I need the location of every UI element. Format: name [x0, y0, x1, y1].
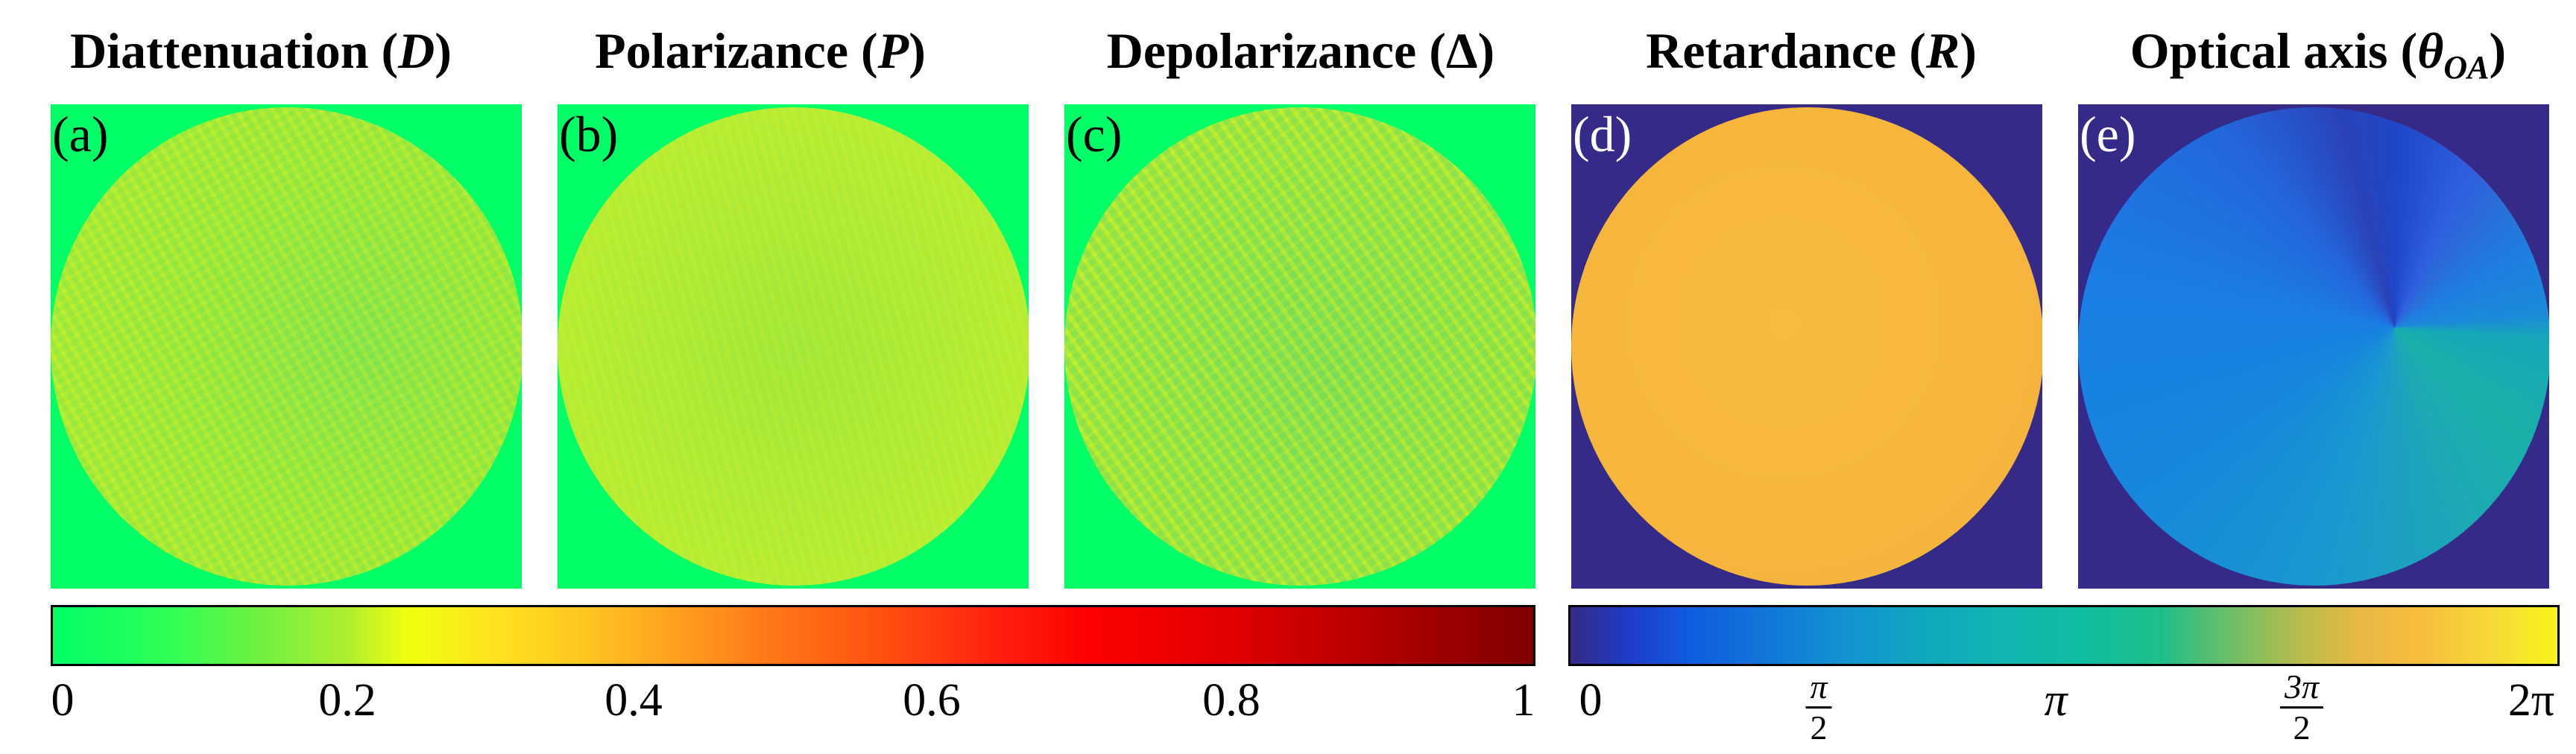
panel-optical-axis: (e) — [2078, 104, 2549, 589]
cbar-right-tick-2pi: 2π — [2507, 675, 2555, 726]
title-depolarizance: Depolarizance (Δ) — [1106, 22, 1495, 79]
panel-label-e: (e) — [2080, 106, 2136, 162]
panel-label-b: (b) — [559, 106, 619, 162]
disk-polarizance — [558, 107, 1029, 586]
cbar-right-tick-pi: π — [2044, 675, 2068, 726]
cbar-left-tick-0: 0 — [51, 675, 75, 726]
panel-polarizance: (b) — [558, 104, 1029, 589]
cbar-left-tick-0.4: 0.4 — [604, 675, 663, 726]
disk-diattenuation — [51, 107, 522, 586]
colorbar-left — [51, 605, 1535, 666]
title-optical-axis: Optical axis (θOA) — [2130, 22, 2507, 86]
panel-retardance: (d) — [1571, 104, 2042, 589]
cbar-left-tick-0.8: 0.8 — [1202, 675, 1260, 726]
cbar-left-tick-1: 1 — [1512, 675, 1535, 726]
disk-retardance — [1571, 107, 2042, 586]
disk-optical-axis — [2078, 107, 2549, 586]
cbar-right-tick-3half-pi: 3π 2 — [2279, 669, 2324, 746]
panel-depolarizance: (c) — [1064, 104, 1535, 589]
cbar-right-tick-0: 0 — [1579, 675, 1603, 726]
panel-label-a: (a) — [52, 106, 109, 162]
title-diattenuation: Diattenuation (D) — [70, 22, 452, 79]
cbar-left-tick-0.2: 0.2 — [318, 675, 376, 726]
panel-diattenuation: (a) — [51, 104, 522, 589]
disk-depolarizance — [1064, 107, 1535, 586]
panel-label-c: (c) — [1066, 106, 1123, 162]
panel-label-d: (d) — [1573, 106, 1632, 162]
colorbar-right — [1568, 605, 2560, 666]
title-retardance: Retardance (R) — [1646, 22, 1977, 79]
title-polarizance: Polarizance (P) — [595, 22, 926, 79]
cbar-right-tick-half-pi: π 2 — [1805, 669, 1832, 746]
cbar-left-tick-0.6: 0.6 — [903, 675, 961, 726]
